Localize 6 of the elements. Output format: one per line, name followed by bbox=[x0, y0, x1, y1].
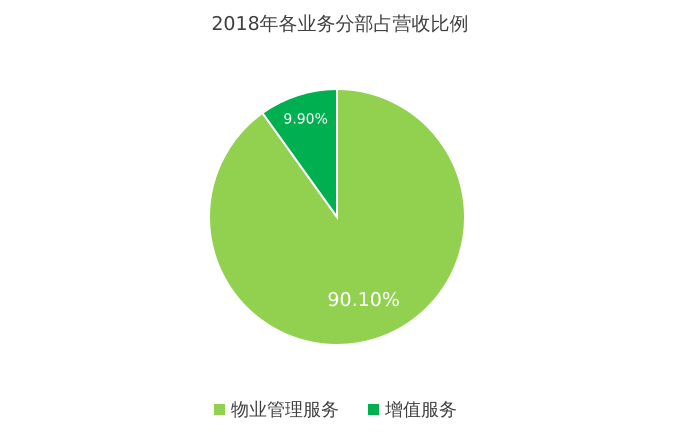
pie-slice bbox=[208, 88, 466, 346]
data-label: 9.90% bbox=[283, 112, 328, 128]
legend-label: 增值服务 bbox=[384, 400, 457, 420]
chart-title: 2018年各业务分部占营收比例 bbox=[211, 13, 469, 35]
legend-label: 物业管理服务 bbox=[231, 400, 339, 420]
data-label: 90.10% bbox=[327, 288, 400, 311]
